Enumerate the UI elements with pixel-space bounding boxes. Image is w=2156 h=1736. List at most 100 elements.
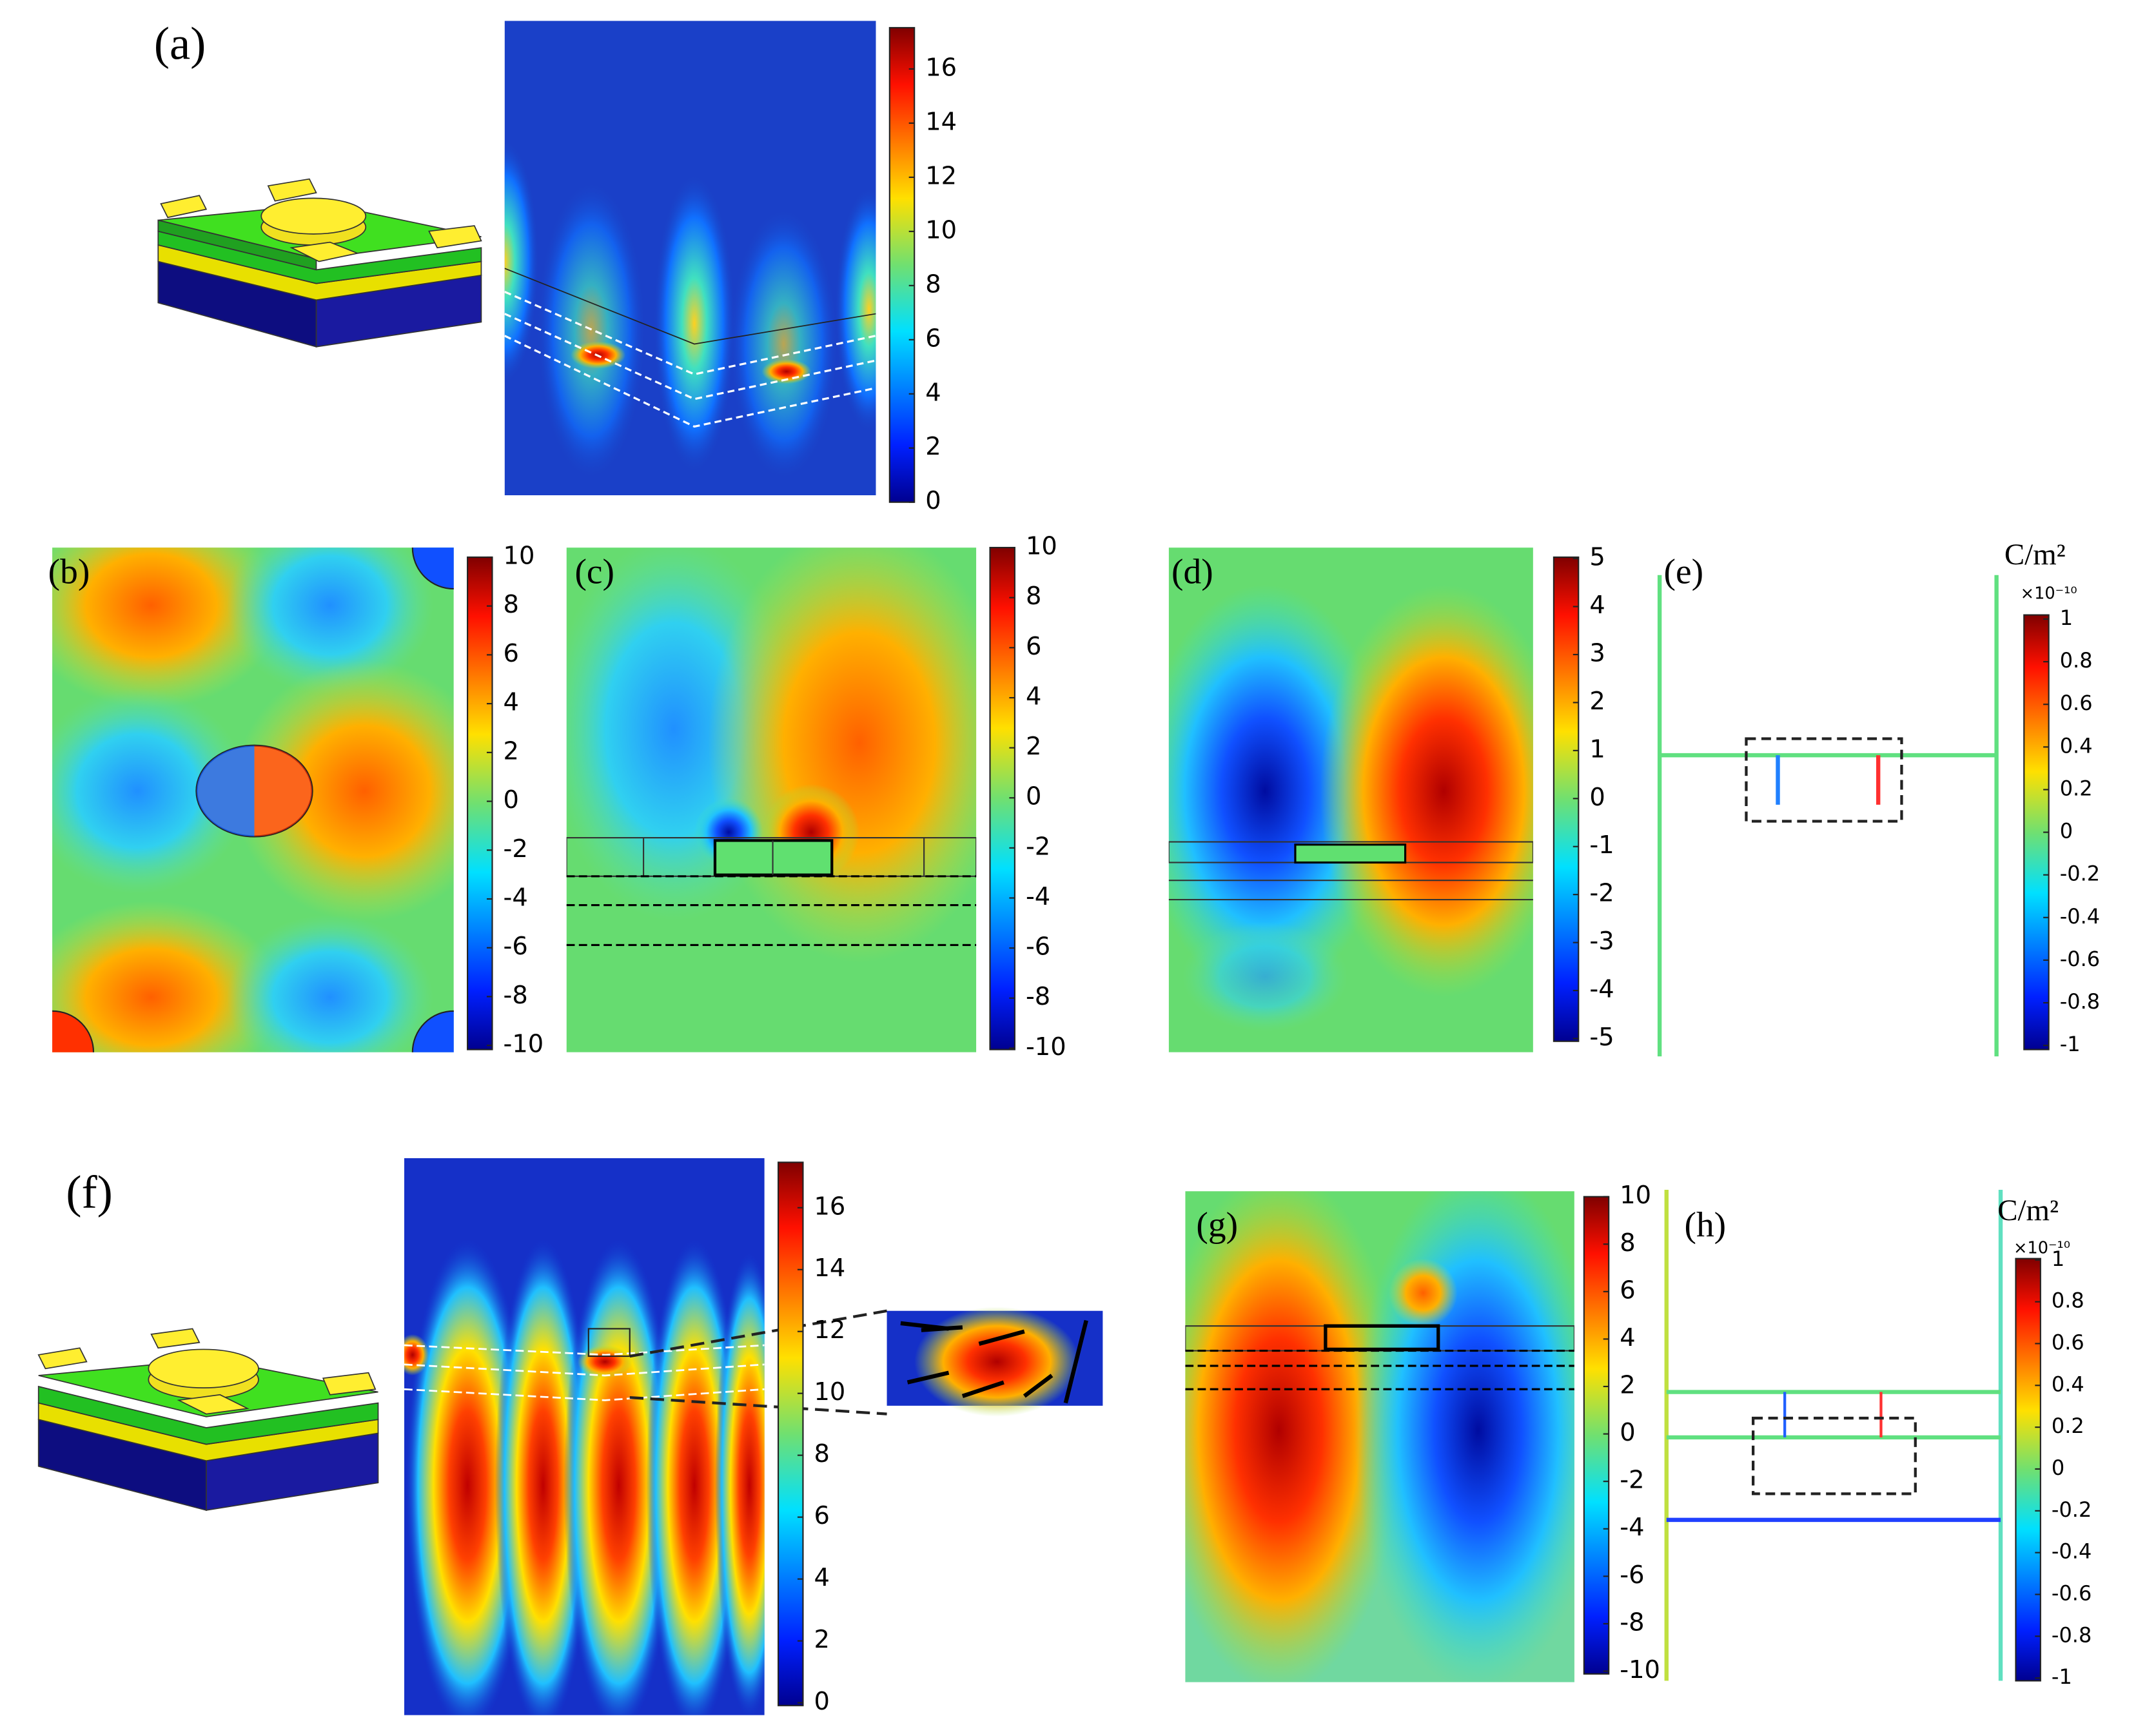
field-map-part [52,1010,95,1052]
tick-label: 2 [1589,687,1605,716]
tick-label: -10 [1620,1655,1660,1684]
tick-label: 0.8 [2060,648,2093,673]
inset-part-part [921,1325,963,1332]
tick-label: -2 [1620,1466,1644,1495]
tick-label: 4 [1620,1323,1635,1352]
tick-label: 6 [925,324,941,353]
field-map-part [714,1252,765,1715]
unit-label: C/m² [1997,1194,2059,1227]
field-map-part [1324,1324,1440,1352]
tick-label: 8 [504,590,519,619]
field-map [1168,547,1533,1052]
field-map-part [1354,1191,1574,1682]
field-map-part [404,1388,765,1401]
device-icon [157,178,482,348]
tick-label: 4 [925,378,941,407]
field-map-part [411,547,454,590]
tick-label: -6 [1026,932,1050,962]
tick-label: 12 [814,1316,846,1345]
tick-label: 10 [814,1377,846,1406]
field-map [52,547,454,1052]
tick-label: 2 [925,432,941,461]
tick-label: 0.8 [2052,1288,2084,1313]
tick-label: -0.8 [2060,989,2100,1014]
colorbar [778,1161,804,1706]
inset-part-part [961,1380,1004,1398]
field-map [404,1158,765,1715]
field-map-part [196,745,255,836]
tick-label: -4 [1026,882,1050,911]
tick-label: -0.2 [2060,862,2100,886]
tick-label: 8 [1620,1228,1635,1258]
inset [629,1307,1103,1417]
tick-label: 4 [504,688,519,717]
tick-label: 6 [1620,1276,1635,1305]
tick-label: -1 [1589,831,1614,860]
field-map-part [577,1345,633,1379]
inset-part [914,1307,1080,1417]
scale-label: ×10⁻¹⁰ [2021,584,2077,604]
panel-label: (e) [1664,551,1704,591]
field-map-part [1182,922,1348,1032]
field-map-part [233,660,454,922]
tick-label: 6 [504,639,519,668]
charge-lines [1657,575,1999,1057]
charge-lines [1664,1190,2003,1681]
tick-label: 10 [925,215,957,244]
field-map-part [1388,1258,1458,1328]
field-map-part [729,206,839,482]
tick-label: 2 [814,1625,830,1654]
tick-label: 0.2 [2052,1414,2084,1438]
tick-label: 16 [814,1192,846,1221]
tick-label: -0.2 [2052,1497,2092,1522]
tick-label: -6 [504,932,528,961]
device-icon-part [289,241,360,262]
tick-label: 0 [1026,782,1041,811]
tick-label: -2 [1026,832,1050,861]
field-map-part [254,745,313,836]
field-map-part [504,290,876,376]
field-map-part [1320,584,1533,998]
colorbar [888,26,916,503]
tick-label: 4 [814,1563,830,1592]
field-map-part [52,547,282,709]
device-icon [37,1328,379,1512]
tick-label: -1 [2052,1664,2072,1689]
inset-part-part [1023,1374,1054,1398]
tick-label: 1 [2060,606,2073,630]
panel-label: (h) [1685,1205,1727,1244]
tick-label: 4 [1026,682,1041,711]
tick-label: 2 [1026,732,1041,761]
tick-label: 0 [2052,1455,2064,1480]
tick-label: -4 [1589,975,1614,1004]
tick-label: 12 [925,161,957,190]
inset-part-part [906,1370,950,1385]
tick-label: -0.4 [2052,1539,2092,1564]
panel-label: (d) [1171,551,1213,591]
tick-label: 10 [1620,1181,1651,1210]
field-map-part [504,268,876,345]
device-icon-part [160,195,208,219]
tick-label: -5 [1589,1023,1614,1052]
tick-label: 2 [504,736,519,765]
field-map-part [504,313,876,400]
tick-label: -2 [504,834,528,863]
tick-label: 0.4 [2052,1372,2084,1396]
device-icon-part [177,1394,250,1415]
field-map-part [653,172,736,475]
tick-label: 0.4 [2060,733,2093,758]
tick-label: -10 [504,1030,544,1059]
field-map-part [406,1238,530,1715]
field-map-part [1294,843,1407,864]
tick-label: 0.6 [2052,1330,2084,1354]
tick-label: 14 [814,1254,846,1283]
unit-label: C/m² [2004,538,2066,571]
tick-label: 16 [925,53,957,82]
tick-label: 8 [814,1439,830,1468]
tick-label: 0 [1620,1418,1635,1447]
field-map-part [1185,1191,1403,1682]
tick-label: 3 [1589,639,1605,668]
field-map-part [52,901,282,1052]
